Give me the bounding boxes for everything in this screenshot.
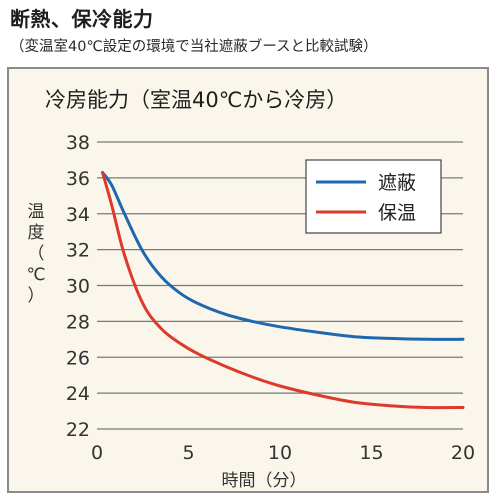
y-tick-label: 34 xyxy=(66,204,90,226)
y-axis-label: 温度（℃） xyxy=(26,202,45,306)
x-axis-label: 時間（分） xyxy=(222,471,307,491)
x-tick-label: 15 xyxy=(359,442,383,464)
legend-box xyxy=(305,159,442,234)
y-tick-label: 26 xyxy=(66,347,90,369)
temperature-chart: 冷房能力（室温40℃から冷房） 22 24 26 28 30 32 34 36 38 0 5 10 1… xyxy=(26,88,475,491)
page-subtitle: （変温室40℃設定の環境で当社遮蔽ブースと比較試験） xyxy=(10,39,378,55)
y-tick-label: 28 xyxy=(66,311,90,333)
grid-lines xyxy=(97,141,463,430)
series-lines xyxy=(101,171,465,410)
y-tick-label: 36 xyxy=(66,168,90,190)
x-tick-label: 5 xyxy=(182,442,194,464)
x-tick-labels: 0 5 10 15 20 xyxy=(91,442,475,464)
y-tick-label: 32 xyxy=(66,240,90,262)
series-line-shielded xyxy=(101,171,465,341)
legend-label: 遮蔽 xyxy=(378,172,416,194)
series-line-insulated xyxy=(101,171,465,410)
x-tick-label: 0 xyxy=(91,442,103,464)
y-tick-label: 24 xyxy=(66,383,90,405)
page-title: 断熱、保冷能力 xyxy=(10,7,154,31)
y-tick-labels: 22 24 26 28 30 32 34 36 38 xyxy=(66,132,90,441)
x-tick-label: 10 xyxy=(268,442,292,464)
legend-label: 保温 xyxy=(378,202,416,224)
y-tick-label: 22 xyxy=(66,419,90,441)
y-tick-label: 38 xyxy=(66,132,90,154)
chart-title: 冷房能力（室温40℃から冷房） xyxy=(45,88,347,112)
y-tick-label: 30 xyxy=(66,276,90,298)
chart-panel: 冷房能力（室温40℃から冷房） 22 24 26 28 30 32 34 36 38 0 5 10 1… xyxy=(7,67,489,493)
x-tick-label: 20 xyxy=(451,442,475,464)
